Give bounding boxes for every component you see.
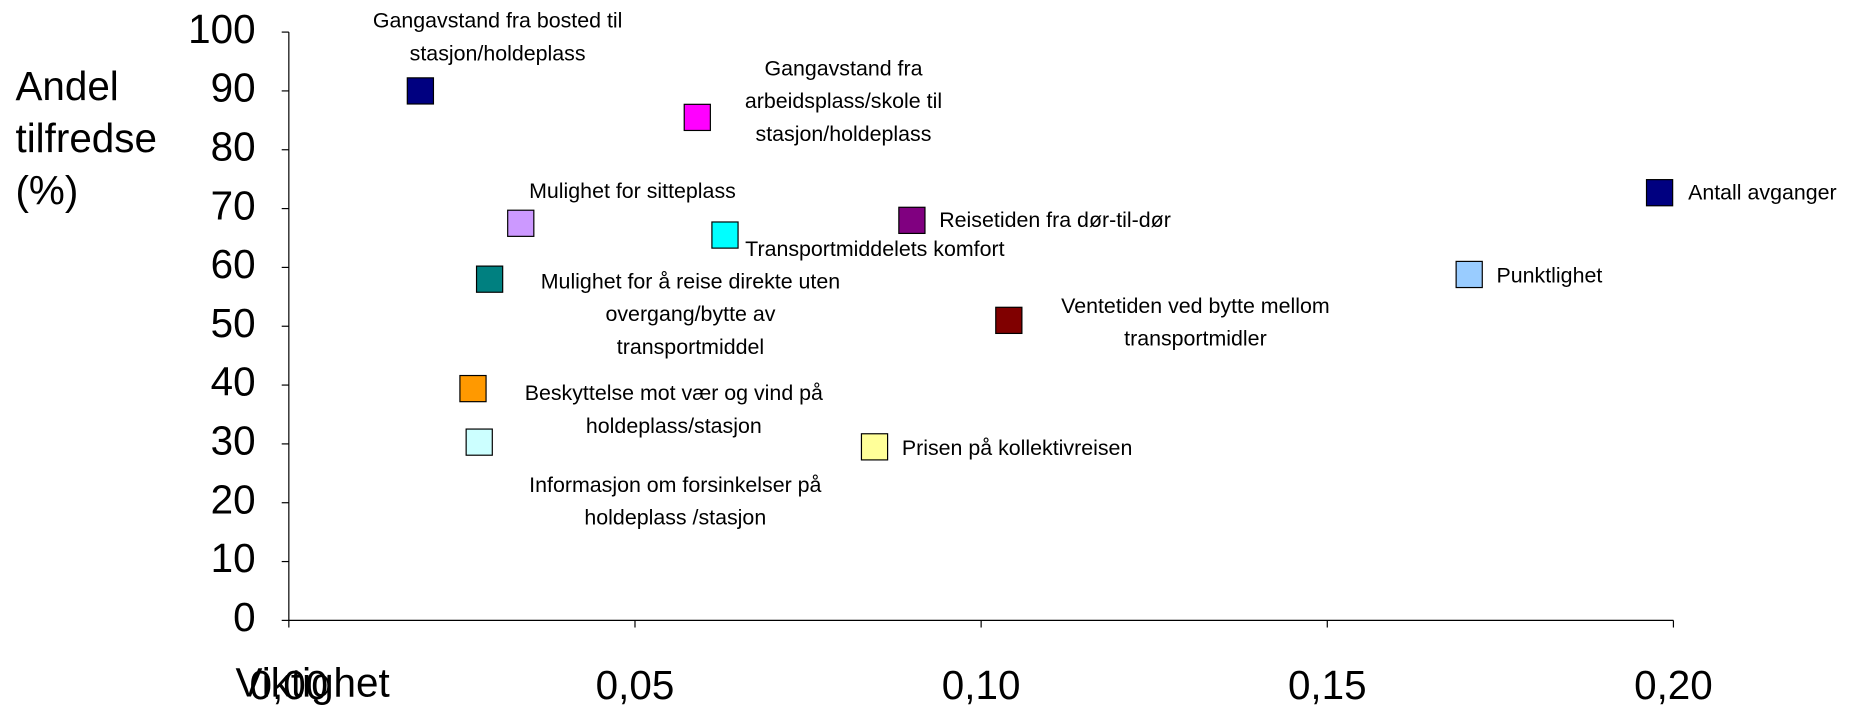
x-tick-label: 0,00: [250, 662, 329, 708]
data-point: [860, 433, 889, 461]
y-tick-label: 70: [211, 182, 256, 228]
data-point: [507, 209, 535, 237]
data-point: [1645, 179, 1674, 207]
point-label: Prisen på kollektivreisen: [902, 436, 1132, 460]
point-label: stasjon/holdeplass: [756, 122, 932, 146]
point-label: Beskyttelse mot vær og vind på: [525, 381, 823, 405]
point-label: overgang/bytte av: [605, 302, 775, 326]
data-point: [459, 374, 487, 403]
point-label: Punktlighet: [1497, 264, 1603, 288]
point-label: Antall avganger: [1688, 181, 1837, 205]
point-label: Reisetiden fra dør-til-dør: [939, 208, 1171, 232]
data-point: [475, 265, 504, 293]
y-axis-label: tilfredse: [15, 115, 156, 161]
point-label: stasjon/holdeplass: [410, 41, 586, 65]
data-point: [683, 103, 711, 132]
y-tick-label: 50: [211, 300, 256, 346]
point-label: Gangavstand fra: [764, 57, 922, 81]
point-label: Gangavstand fra bosted til: [373, 9, 623, 33]
y-tick-label: 100: [188, 6, 255, 52]
point-label: Mulighet for å reise direkte uten: [541, 269, 840, 293]
point-label: holdeplass/stasjon: [586, 414, 762, 438]
x-tick-label: 0,10: [942, 662, 1021, 708]
point-label: holdeplass /stasjon: [584, 505, 766, 529]
data-point: [711, 221, 739, 249]
x-tick-label: 0,05: [596, 662, 675, 708]
y-tick-label: 80: [211, 123, 256, 169]
x-tick-label: 0,15: [1288, 662, 1367, 708]
y-axis-label: Andel: [15, 63, 118, 109]
data-point: [465, 428, 493, 456]
point-label: transportmidler: [1124, 327, 1267, 351]
point-label: Mulighet for sitteplass: [529, 179, 736, 203]
y-tick-label: 40: [211, 359, 256, 405]
y-tick-label: 0: [233, 594, 255, 640]
y-axis-label: (%): [15, 167, 78, 213]
x-axis-label: Viktighet: [236, 659, 390, 705]
y-tick-label: 60: [211, 241, 256, 287]
data-point: [406, 77, 435, 105]
point-label: Informasjon om forsinkelser på: [529, 473, 821, 497]
data-point: [898, 206, 926, 235]
y-tick-label: 20: [211, 476, 256, 522]
y-tick-label: 90: [211, 65, 256, 111]
y-tick-label: 10: [211, 535, 256, 581]
y-tick-label: 30: [211, 418, 256, 464]
point-label: Ventetiden ved bytte mellom: [1061, 294, 1330, 318]
point-label: Transportmiddelets komfort: [745, 237, 1004, 261]
point-label: transportmiddel: [617, 335, 764, 359]
data-point: [995, 306, 1023, 335]
point-label: arbeidsplass/skole til: [745, 89, 942, 113]
data-point: [1455, 260, 1483, 289]
x-tick-label: 0,20: [1634, 662, 1713, 708]
